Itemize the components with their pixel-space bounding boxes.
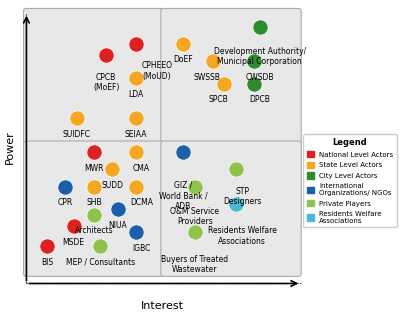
Text: DCMA: DCMA — [130, 198, 153, 207]
Point — [233, 201, 240, 206]
Point — [132, 150, 139, 155]
Point — [91, 184, 98, 189]
Text: Power: Power — [5, 130, 15, 164]
Text: Buyers of Treated
Wastewater: Buyers of Treated Wastewater — [161, 255, 228, 275]
Text: DPCB: DPCB — [250, 95, 270, 104]
FancyBboxPatch shape — [24, 8, 164, 144]
Text: SUDD: SUDD — [101, 181, 123, 190]
Text: SWSSB: SWSSB — [193, 73, 220, 82]
Text: IGBC: IGBC — [132, 244, 151, 253]
FancyBboxPatch shape — [161, 141, 301, 276]
Point — [74, 116, 80, 121]
Point — [44, 244, 50, 249]
Text: LDA: LDA — [128, 90, 143, 99]
Text: CMA: CMA — [133, 164, 150, 173]
Text: NIUA: NIUA — [109, 221, 127, 230]
Point — [209, 59, 216, 64]
Point — [180, 150, 186, 155]
Point — [251, 81, 257, 86]
Text: BIS: BIS — [41, 258, 53, 267]
Point — [115, 207, 121, 212]
Text: MEP / Consultants: MEP / Consultants — [66, 258, 135, 267]
Point — [251, 59, 257, 64]
Point — [70, 224, 77, 229]
Text: CWSDB: CWSDB — [246, 73, 274, 82]
Text: DoEF: DoEF — [173, 55, 193, 64]
Point — [257, 24, 263, 29]
Point — [109, 167, 115, 172]
Point — [180, 42, 186, 47]
Text: MSDE: MSDE — [63, 238, 85, 247]
Legend: National Level Actors, State Level Actors, City Level Actors, International
Orga: National Level Actors, State Level Actor… — [303, 135, 397, 227]
Text: O&M Service
Providers: O&M Service Providers — [170, 207, 219, 226]
Text: CPCB
(MoEF): CPCB (MoEF) — [93, 73, 119, 92]
Text: CPR: CPR — [57, 198, 72, 207]
Point — [103, 53, 109, 58]
FancyBboxPatch shape — [24, 141, 164, 276]
Text: SHB: SHB — [86, 198, 102, 207]
Text: Interest: Interest — [141, 300, 184, 310]
Text: SPCB: SPCB — [209, 95, 228, 104]
Point — [132, 76, 139, 81]
Text: MWR: MWR — [85, 164, 104, 173]
Text: STP
Designers: STP Designers — [223, 187, 261, 206]
Text: Residents Welfare
Associations: Residents Welfare Associations — [208, 227, 276, 246]
Text: SEIAA: SEIAA — [124, 130, 147, 139]
Point — [132, 230, 139, 235]
Point — [192, 184, 198, 189]
Point — [91, 150, 98, 155]
FancyBboxPatch shape — [161, 8, 301, 144]
Point — [132, 116, 139, 121]
Point — [91, 213, 98, 218]
Text: CPHEEO
(MoUD): CPHEEO (MoUD) — [142, 61, 173, 80]
Point — [233, 167, 240, 172]
Point — [221, 81, 228, 86]
Text: GIZ /
World Bank /
ADB: GIZ / World Bank / ADB — [159, 181, 207, 211]
Text: SUIDFC: SUIDFC — [63, 130, 91, 139]
Point — [62, 184, 68, 189]
Point — [132, 184, 139, 189]
Text: Development Authority/
Municipal Corporation: Development Authority/ Municipal Corpora… — [214, 47, 306, 66]
Text: Architects: Architects — [75, 227, 114, 235]
Point — [132, 42, 139, 47]
Point — [97, 244, 104, 249]
Point — [192, 230, 198, 235]
